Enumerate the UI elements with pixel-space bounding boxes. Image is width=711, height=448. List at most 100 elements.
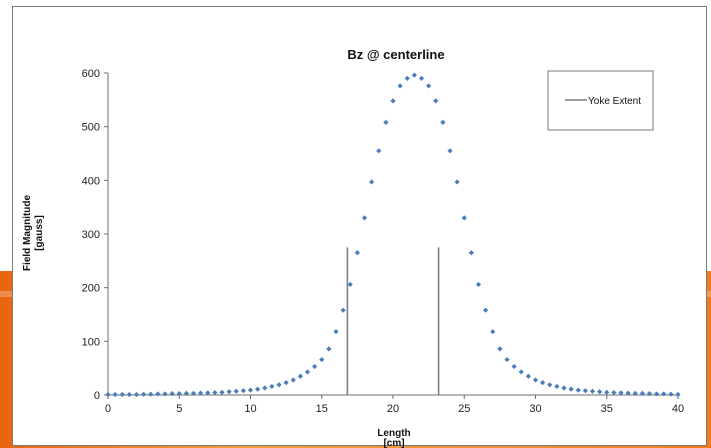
data-point xyxy=(632,390,638,396)
x-tick-label: 0 xyxy=(105,403,111,415)
data-point xyxy=(340,307,346,313)
data-point xyxy=(141,391,147,397)
data-point xyxy=(561,385,567,391)
data-point xyxy=(411,72,417,78)
x-tick-label: 25 xyxy=(458,403,470,415)
y-tick-label: 400 xyxy=(82,175,100,187)
data-point xyxy=(354,250,360,256)
data-point xyxy=(290,377,296,383)
data-point xyxy=(504,356,510,363)
data-point xyxy=(540,380,546,386)
data-point xyxy=(162,391,168,397)
data-point xyxy=(133,391,140,398)
data-point xyxy=(404,75,410,81)
x-axis-title: Length xyxy=(377,428,410,439)
data-point xyxy=(198,390,204,396)
data-point xyxy=(646,391,653,397)
data-point xyxy=(475,281,482,288)
data-point xyxy=(233,388,239,394)
data-point xyxy=(240,388,246,394)
data-point xyxy=(497,346,503,352)
data-point xyxy=(654,391,660,397)
data-point xyxy=(304,369,311,375)
data-point xyxy=(247,387,254,393)
data-point xyxy=(212,389,218,396)
x-tick-label: 35 xyxy=(601,403,613,415)
data-point xyxy=(433,98,439,104)
data-point xyxy=(326,346,332,352)
x-axis-unit: [cm] xyxy=(383,438,404,448)
data-point xyxy=(511,363,517,370)
data-point xyxy=(568,386,574,392)
data-point xyxy=(675,391,681,398)
data-point xyxy=(119,391,125,398)
data-point xyxy=(397,83,403,89)
y-tick-label: 0 xyxy=(94,390,100,402)
data-point xyxy=(418,75,425,81)
data-point xyxy=(582,388,588,394)
data-point xyxy=(269,383,275,390)
data-point xyxy=(312,363,318,370)
data-point xyxy=(376,148,382,154)
y-tick-label: 500 xyxy=(82,122,100,134)
data-point xyxy=(604,389,610,395)
x-tick-label: 5 xyxy=(176,403,182,415)
data-point xyxy=(169,391,175,397)
data-point xyxy=(618,390,624,396)
data-point xyxy=(262,385,268,391)
data-point xyxy=(575,387,581,393)
data-point xyxy=(390,98,396,104)
data-point xyxy=(468,250,474,256)
x-tick-label: 15 xyxy=(316,403,328,415)
data-point xyxy=(226,389,232,395)
data-point xyxy=(126,391,132,398)
legend: Yoke Extent xyxy=(547,70,654,131)
data-point xyxy=(639,390,645,396)
data-point xyxy=(461,215,467,221)
y-tick-label: 100 xyxy=(82,336,100,348)
data-point xyxy=(276,382,282,388)
data-point xyxy=(333,329,339,335)
y-axis-unit: [gauss] xyxy=(34,215,45,251)
data-point xyxy=(483,307,489,313)
data-point xyxy=(440,119,446,125)
data-point xyxy=(426,83,432,89)
x-tick-label: 30 xyxy=(529,403,541,415)
data-points xyxy=(105,72,681,398)
data-point xyxy=(532,377,539,383)
data-point xyxy=(319,356,325,363)
data-point xyxy=(625,390,631,396)
y-tick-label: 200 xyxy=(82,283,100,295)
y-tick-label: 300 xyxy=(82,229,100,241)
data-point xyxy=(518,369,524,375)
y-tick-label: 600 xyxy=(82,68,100,80)
data-point xyxy=(668,391,674,397)
yoke-extent-lines xyxy=(346,247,440,395)
y-axis-title: Field Magnitude xyxy=(22,195,33,272)
data-point xyxy=(447,148,453,154)
y-ticks: 0 100 200 300 400 500 600 xyxy=(82,68,108,402)
chart-title: Bz @ centerline xyxy=(347,47,444,62)
data-point xyxy=(190,390,197,396)
data-point xyxy=(597,389,603,395)
data-point xyxy=(283,380,289,386)
data-point xyxy=(611,389,617,396)
data-point xyxy=(525,373,531,379)
data-point xyxy=(205,390,211,396)
data-point xyxy=(155,391,161,397)
x-tick-label: 40 xyxy=(672,403,684,415)
data-point xyxy=(661,391,667,397)
x-tick-label: 20 xyxy=(387,403,399,415)
data-point xyxy=(547,382,553,388)
data-point xyxy=(554,383,560,390)
data-point xyxy=(361,215,368,221)
data-point xyxy=(347,281,353,288)
data-point xyxy=(148,391,154,397)
data-point xyxy=(297,373,303,379)
data-point xyxy=(112,391,118,398)
data-point xyxy=(454,179,460,185)
data-point xyxy=(589,388,596,394)
data-point xyxy=(176,391,182,397)
x-tick-label: 10 xyxy=(244,403,256,415)
